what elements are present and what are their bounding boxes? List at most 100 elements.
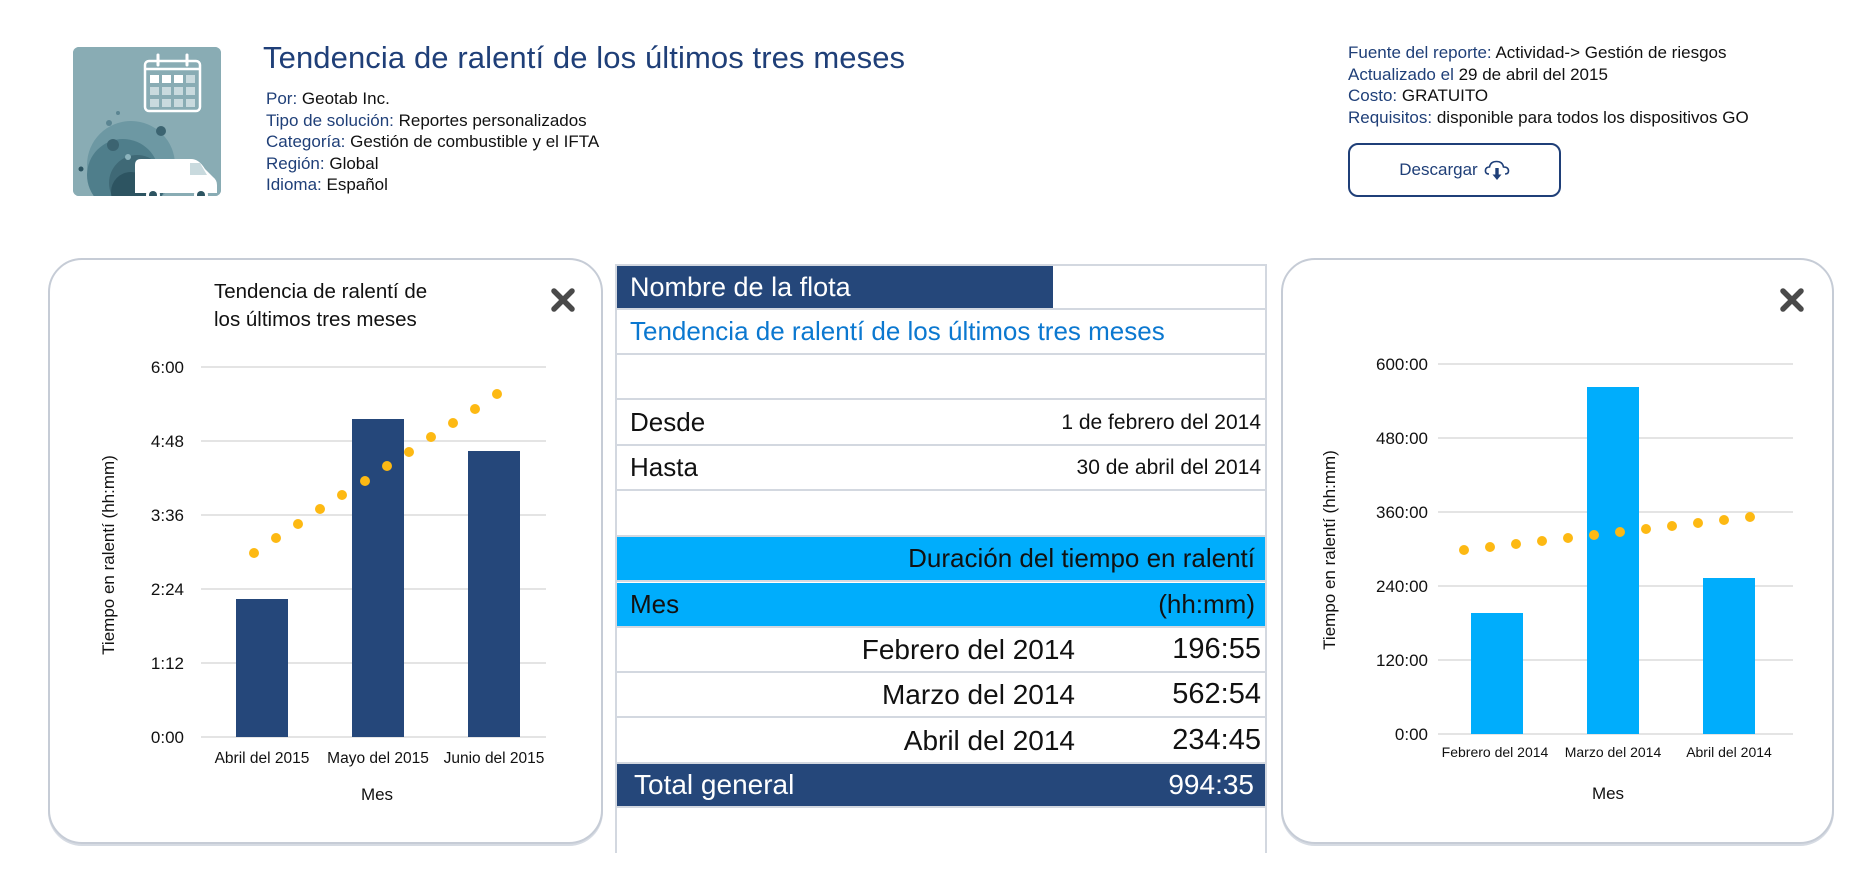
x-tick: Febrero del 2014 xyxy=(1442,744,1549,760)
y-tick: 6:00 xyxy=(151,358,184,377)
chart-title: Tendencia de ralentí de los últimos tres… xyxy=(214,278,474,334)
download-button-label: Descargar xyxy=(1399,160,1478,179)
calendar-van-idle-icon xyxy=(73,47,221,196)
meta-value: Actividad-> Gestión de riesgos xyxy=(1495,43,1727,62)
duration-header: Duración del tiempo en ralentí xyxy=(908,543,1255,573)
y-axis-ticks: 600:00 480:00 360:00 240:00 120:00 0:00 xyxy=(1376,355,1428,744)
month-cell: Marzo del 2014 xyxy=(881,678,1075,710)
y-tick: 360:00 xyxy=(1376,503,1428,522)
bar-mayo-2015 xyxy=(352,419,404,737)
trend-dots xyxy=(1459,512,1755,555)
idle-bar-chart-2015: 6:00 4:48 3:36 2:24 1:12 0:00 Abril del … xyxy=(99,358,546,804)
meta-value: Reportes personalizados xyxy=(398,110,587,130)
total-label: Total general xyxy=(634,769,795,800)
value-cell: 234:45 xyxy=(1172,724,1261,756)
meta-label: Categoría: xyxy=(266,132,346,151)
y-tick: 4:48 xyxy=(151,432,184,451)
meta-label: Fuente del reporte: xyxy=(1348,43,1492,62)
from-value: 1 de febrero del 2014 xyxy=(1061,410,1261,434)
meta-value: Global xyxy=(329,153,379,173)
meta-label: Región: xyxy=(266,153,325,173)
fleet-header-row: Nombre de la flota xyxy=(617,264,1265,310)
x-axis-label: Mes xyxy=(361,785,393,804)
meta-author: Por: Geotab Inc. xyxy=(266,88,599,110)
y-axis-ticks: 6:00 4:48 3:36 2:24 1:12 0:00 xyxy=(151,358,184,747)
meta-label: Tipo de solución: xyxy=(266,110,394,130)
meta-label: Costo: xyxy=(1348,86,1398,105)
month-cell: Febrero del 2014 xyxy=(861,633,1075,665)
to-value: 30 de abril del 2014 xyxy=(1076,455,1261,479)
meta-label: Actualizado el xyxy=(1348,64,1454,84)
meta-value: Español xyxy=(326,175,388,194)
meta-requirements: Requisitos: disponible para todos los di… xyxy=(1348,107,1749,129)
table-row: Febrero del 2014 196:55 xyxy=(617,628,1265,673)
from-label: Desde xyxy=(630,407,706,437)
x-tick: Marzo del 2014 xyxy=(1565,744,1662,760)
y-tick: 600:00 xyxy=(1376,355,1428,374)
x-tick: Mayo del 2015 xyxy=(327,750,429,767)
meta-label: Idioma: xyxy=(266,175,322,194)
empty-row xyxy=(617,355,1265,400)
bar-febrero-2014 xyxy=(1471,613,1523,734)
x-tick: Junio del 2015 xyxy=(444,750,545,767)
chart-title-line1: Tendencia de ralentí de xyxy=(214,280,428,303)
idle-report-table: Nombre de la flota Tendencia de ralentí … xyxy=(615,264,1267,853)
meta-solution-type: Tipo de solución: Reportes personalizado… xyxy=(266,110,599,132)
x-tick: Abril del 2015 xyxy=(215,750,310,767)
x-tick: Abril del 2014 xyxy=(1686,744,1772,760)
table-row: Abril del 2014 234:45 xyxy=(617,719,1265,764)
y-tick: 3:36 xyxy=(151,506,184,525)
close-icon[interactable] xyxy=(1779,287,1805,313)
month-column-header: Mes xyxy=(630,589,680,619)
duration-header-row: Duración del tiempo en ralentí xyxy=(617,537,1265,582)
meta-source: Fuente del reporte: Actividad-> Gestión … xyxy=(1348,42,1749,64)
bar-junio-2015 xyxy=(468,451,520,737)
meta-cost: Costo: GRATUITO xyxy=(1348,85,1749,107)
y-tick: 0:00 xyxy=(1395,725,1428,744)
report-meta-left: Por: Geotab Inc. Tipo de solución: Repor… xyxy=(266,88,599,196)
trend-dots xyxy=(249,389,502,558)
table-row: Marzo del 2014 562:54 xyxy=(617,673,1265,718)
meta-value: Geotab Inc. xyxy=(301,89,390,108)
y-tick: 2:24 xyxy=(151,580,184,599)
bar-abril-2015 xyxy=(236,599,288,737)
chart-title-line2: los últimos tres meses xyxy=(214,308,417,331)
download-button[interactable]: Descargar xyxy=(1348,143,1561,197)
from-row: Desde 1 de febrero del 2014 xyxy=(617,401,1265,446)
close-icon[interactable] xyxy=(550,287,576,313)
fleet-name-row: Tendencia de ralentí de los últimos tres… xyxy=(617,310,1265,355)
y-tick: 240:00 xyxy=(1376,577,1428,596)
meta-value: GRATUITO xyxy=(1401,86,1489,105)
meta-value: 29 de abril del 2015 xyxy=(1458,64,1608,84)
y-axis-label: Tiempo en ralentí (hh:mm) xyxy=(1320,450,1339,650)
report-meta-right: Fuente del reporte: Actividad-> Gestión … xyxy=(1348,42,1749,128)
to-row: Hasta 30 de abril del 2014 xyxy=(617,446,1265,491)
to-label: Hasta xyxy=(630,452,698,482)
y-tick: 0:00 xyxy=(151,728,184,747)
month-cell: Abril del 2014 xyxy=(903,724,1075,756)
value-cell: 562:54 xyxy=(1172,678,1261,710)
meta-language: Idioma: Español xyxy=(266,174,599,196)
x-axis-label: Mes xyxy=(1592,784,1624,803)
x-axis-ticks: Febrero del 2014 Marzo del 2014 Abril de… xyxy=(1442,744,1772,760)
y-axis-label: Tiempo en ralentí (hh:mm) xyxy=(99,455,118,655)
meta-value: Gestión de combustible y el IFTA xyxy=(350,132,600,151)
chart-panel-last-three-months: Tendencia de ralentí de los últimos tres… xyxy=(48,258,603,844)
bar-marzo-2014 xyxy=(1587,387,1639,734)
total-value: 994:35 xyxy=(1168,769,1254,800)
chart-panel-feb-apr-2014: 600:00 480:00 360:00 240:00 120:00 0:00 … xyxy=(1281,258,1834,844)
meta-updated: Actualizado el 29 de abril del 2015 xyxy=(1348,64,1749,86)
y-tick: 120:00 xyxy=(1376,651,1428,670)
total-row: Total general 994:35 xyxy=(617,764,1265,808)
meta-value: disponible para todos los dispositivos G… xyxy=(1436,107,1749,127)
page-title: Tendencia de ralentí de los últimos tres… xyxy=(263,40,906,75)
idle-bar-chart-2014: 600:00 480:00 360:00 240:00 120:00 0:00 … xyxy=(1320,355,1793,803)
meta-category: Categoría: Gestión de combustible y el I… xyxy=(266,131,599,153)
cloud-download-icon xyxy=(1484,160,1510,180)
bars xyxy=(1471,387,1755,734)
report-icon xyxy=(73,47,221,196)
y-tick: 480:00 xyxy=(1376,429,1428,448)
column-header-row: Mes (hh:mm) xyxy=(617,583,1265,628)
fleet-name: Tendencia de ralentí de los últimos tres… xyxy=(630,316,1165,346)
value-cell: 196:55 xyxy=(1172,633,1261,665)
